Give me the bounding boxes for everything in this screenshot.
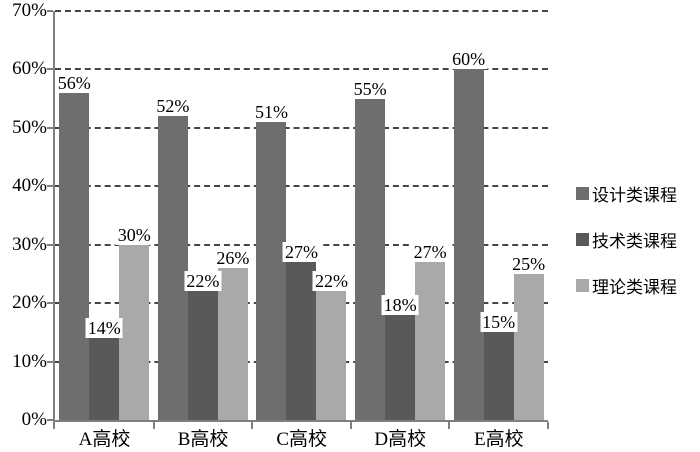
bar-value-label: 55% [351,78,389,99]
gridline-40 [55,185,548,188]
bar-groups: 56% 14% 30% 52% 22% 26% 51% 27% 22% 55% 18% 27% 60% 1… [55,11,548,420]
x-tick-mark [153,422,155,429]
bar-group-E高校: 60% 15% 25% [449,11,548,420]
bar-value-label: 15% [480,312,518,333]
y-tick-label: 20% [12,292,47,314]
bar-理论类课程-C高校: 22% [312,271,350,420]
x-category-label-E高校: E高校 [474,429,524,450]
y-tick-label: 30% [12,233,47,255]
y-tick-mark [47,10,53,12]
legend-item-设计类课程: 设计类课程 [576,181,677,206]
gridline-60 [55,68,548,71]
legend-item-理论类课程: 理论类课程 [576,273,677,298]
y-tick-mark [47,360,53,363]
bar-理论类课程-B高校: 26% [214,248,252,420]
y-tick-mark [47,126,53,129]
bar-设计类课程-A高校: 56% [55,72,93,420]
y-axis-line [53,11,55,420]
bar-理论类课程-E高校: 25% [510,253,548,420]
x-tick-mark [350,422,352,429]
bar-value-label: 25% [510,253,548,274]
bar-设计类课程-C高校: 51% [252,102,290,420]
bar-value-label: 30% [115,224,153,245]
bar-group-D高校: 55% 18% 27% [351,11,450,420]
bar-value-label: 51% [252,102,290,123]
x-tick-mark [251,422,253,429]
plot-area: 56% 14% 30% 52% 22% 26% 51% 27% 22% 55% 18% 27% 60% 1… [47,10,549,429]
x-tick-mark [448,422,450,429]
legend-label: 理论类课程 [592,278,677,297]
y-tick-mark [47,68,53,71]
x-category-label-C高校: C高校 [276,429,328,450]
bar-设计类课程-B高校: 52% [154,96,192,420]
bar-技术类课程-D高校: 18% [381,294,419,420]
bar-value-label: 26% [214,248,252,269]
bar-理论类课程-A高校: 30% [115,224,153,420]
legend-item-技术类课程: 技术类课程 [576,227,677,252]
y-tick-label: 50% [12,116,47,138]
y-tick-mark [47,243,53,246]
bar-value-label: 27% [411,242,449,263]
bar-group-A高校: 56% 14% 30% [55,11,154,420]
y-tick-label: 60% [12,58,47,80]
y-tick-mark [47,302,53,305]
bar-value-label: 22% [312,271,350,292]
y-tick-mark [47,419,53,421]
y-tick-mark [47,185,53,188]
legend-swatch-icon [576,187,589,200]
bar-value-label: 18% [381,294,419,315]
bar-value-label: 56% [55,72,93,93]
x-axis-line [53,420,548,422]
legend-label: 设计类课程 [592,186,677,205]
bar-设计类课程-E高校: 60% [450,49,488,420]
legend-swatch-icon [576,279,589,292]
legend-swatch-icon [576,233,589,246]
bar-技术类课程-B高校: 22% [184,271,222,420]
bar-设计类课程-D高校: 55% [351,78,389,420]
bar-group-C高校: 51% 27% 22% [252,11,351,420]
bar-value-label: 52% [154,96,192,117]
y-tick-label: 10% [12,350,47,372]
x-tick-mark [53,422,55,429]
x-category-label-D高校: D高校 [374,429,427,450]
y-tick-label: 70% [12,0,47,21]
bar-技术类课程-E高校: 15% [480,312,518,420]
legend: 设计类课程技术类课程理论类课程 [576,181,677,319]
x-category-label-B高校: B高校 [177,429,229,450]
bar-技术类课程-A高校: 14% [85,318,123,420]
bar-value-label: 22% [184,271,222,292]
bar-value-label: 60% [450,49,488,70]
gridline-50 [55,126,548,129]
y-tick-label: 40% [12,175,47,197]
bar-value-label: 14% [85,318,123,339]
y-tick-label: 0% [21,409,47,430]
bar-理论类课程-D高校: 27% [411,242,449,420]
bar-value-label: 27% [282,242,320,263]
bar-group-B高校: 52% 22% 26% [154,11,253,420]
gridline-70 [55,10,548,12]
x-category-label-A高校: A高校 [78,429,131,450]
bar-技术类课程-C高校: 27% [282,242,320,420]
legend-label: 技术类课程 [592,232,677,251]
x-tick-mark [547,422,549,429]
